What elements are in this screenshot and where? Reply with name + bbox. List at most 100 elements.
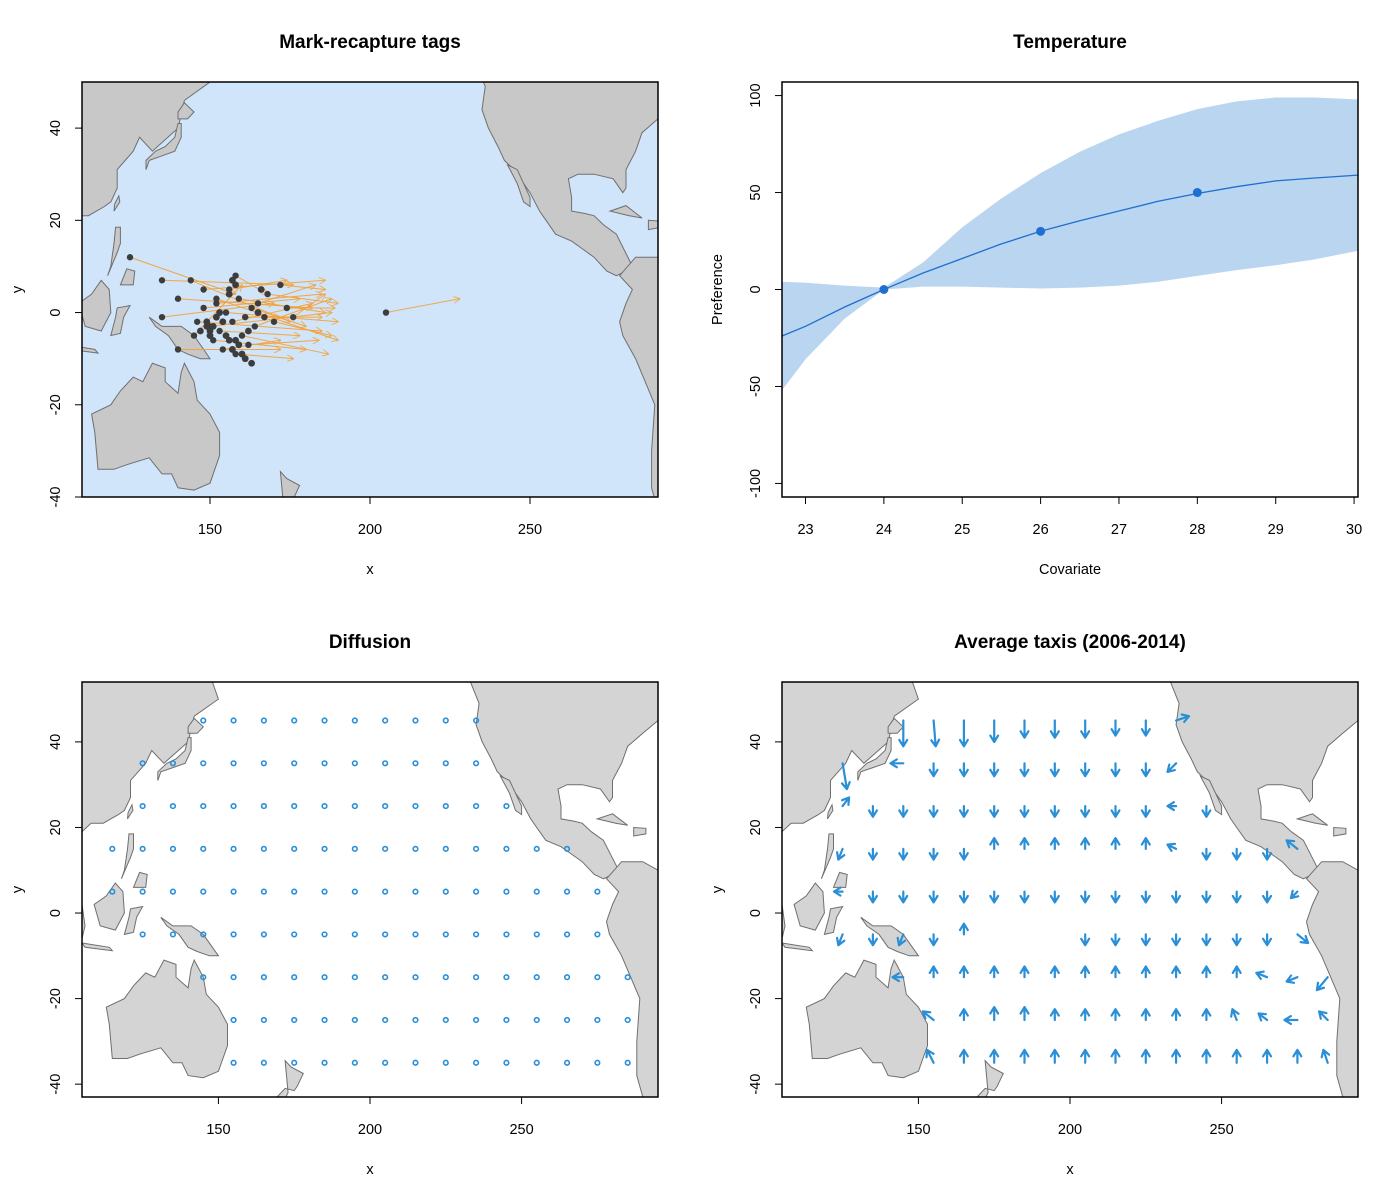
landmass-sumatra	[66, 294, 69, 340]
diffusion-point	[533, 974, 540, 981]
taxis-arrow	[1171, 965, 1182, 979]
y-tick-label: 40	[748, 734, 764, 750]
taxis-arrow	[921, 1010, 935, 1022]
tag-track	[203, 280, 326, 290]
landmass-newguinea	[160, 916, 220, 957]
diffusion-point	[351, 845, 358, 852]
taxis-arrow	[1019, 762, 1030, 778]
diffusion-point	[200, 974, 207, 981]
landmass-eurasia	[82, 682, 219, 833]
taxis-arrow	[1320, 1048, 1331, 1064]
tag-track	[248, 340, 318, 346]
tag-release-point	[229, 318, 236, 325]
landmass-java	[782, 942, 814, 952]
panel-title: Temperature	[1013, 32, 1127, 53]
taxis-arrow	[989, 719, 1000, 744]
diffusion-point	[473, 717, 480, 724]
taxis-arrow	[989, 837, 1000, 850]
landmass-southamerica	[618, 256, 658, 497]
taxis-arrow	[1257, 1012, 1269, 1022]
panel-title: Diffusion	[329, 632, 411, 653]
diffusion-point	[291, 717, 298, 724]
diffusion-point	[230, 802, 237, 810]
taxis-arrow	[1296, 933, 1310, 945]
diffusion-point	[260, 931, 267, 938]
taxis-arrow	[958, 922, 969, 936]
x-tick-label: 200	[358, 522, 382, 538]
diffusion-point	[442, 802, 449, 810]
diffusion-point	[321, 888, 328, 895]
taxis-arrow	[867, 890, 878, 904]
diffusion-point	[563, 845, 571, 852]
taxis-arrow	[989, 805, 1000, 818]
tag-release-point	[251, 323, 258, 330]
taxis-arrow	[1175, 713, 1191, 723]
diffusion-point	[260, 974, 267, 981]
x-tick-label: 150	[198, 522, 222, 538]
diffusion-point	[624, 1016, 631, 1024]
landmass-northamerica	[1060, 682, 1358, 880]
tag-release-point	[219, 318, 227, 326]
diffusion-point	[351, 974, 358, 981]
diffusion-point	[321, 760, 328, 767]
taxis-arrow	[1285, 839, 1299, 850]
diffusion-point	[412, 931, 419, 938]
y-axis-label: y	[10, 285, 26, 293]
taxis-arrow	[1171, 1048, 1182, 1064]
diffusion-point	[594, 1059, 601, 1066]
diffusion-point	[169, 760, 177, 767]
taxis-arrow	[841, 796, 851, 808]
taxis-arrow	[891, 972, 905, 983]
taxis-arrow	[1049, 1008, 1060, 1022]
diffusion-point	[594, 931, 601, 938]
tag-release-point	[190, 332, 198, 339]
taxis-arrow	[1110, 1048, 1121, 1064]
tag-release-point	[213, 295, 220, 302]
diffusion-point	[473, 888, 480, 895]
taxis-arrow	[958, 965, 969, 979]
diffusion-point	[291, 802, 298, 810]
diffusion-point	[412, 1059, 419, 1066]
landmass-borneo	[93, 882, 125, 931]
landmass-newzealand	[276, 1059, 304, 1097]
x-tick-label: 27	[1111, 522, 1127, 538]
taxis-arrow	[1201, 1048, 1212, 1064]
diffusion-point	[412, 888, 419, 895]
tag-release-point	[187, 277, 194, 284]
taxis-arrow	[1166, 762, 1178, 773]
landmass-baja	[506, 163, 531, 208]
tag-release-point	[238, 332, 246, 339]
taxis-arrow	[836, 933, 846, 947]
diffusion-point	[624, 974, 631, 981]
taxis-arrow	[928, 847, 939, 861]
landmass-hispaniola	[1333, 826, 1347, 837]
x-tick-label: 29	[1268, 522, 1284, 538]
y-tick-label: 40	[48, 734, 64, 750]
tag-track	[267, 293, 338, 303]
landmass-newzealand	[976, 1059, 1004, 1097]
tag-release-point	[174, 346, 182, 353]
diffusion-point	[109, 845, 116, 852]
taxis-arrow	[1049, 837, 1060, 850]
taxis-arrow	[1166, 801, 1178, 812]
diffusion-point	[291, 760, 298, 767]
diffusion-point	[139, 802, 146, 810]
taxis-arrow	[989, 890, 1000, 904]
landmass-java	[82, 942, 114, 952]
diffusion-point	[533, 931, 540, 938]
tag-release-point	[126, 254, 134, 261]
tag-release-point	[235, 341, 243, 349]
diffusion-point	[200, 931, 207, 938]
tag-release-point	[213, 300, 220, 307]
tag-release-point	[232, 281, 240, 289]
diffusion-point	[442, 1016, 449, 1024]
taxis-arrow	[989, 1048, 1000, 1064]
taxis-arrow	[1049, 890, 1060, 904]
tag-release-point	[277, 281, 284, 289]
diffusion-point	[291, 931, 298, 938]
tag-release-point	[216, 309, 224, 316]
tag-release-point	[216, 327, 223, 335]
y-tick-label: 0	[48, 909, 64, 917]
taxis-arrow	[1080, 762, 1091, 778]
